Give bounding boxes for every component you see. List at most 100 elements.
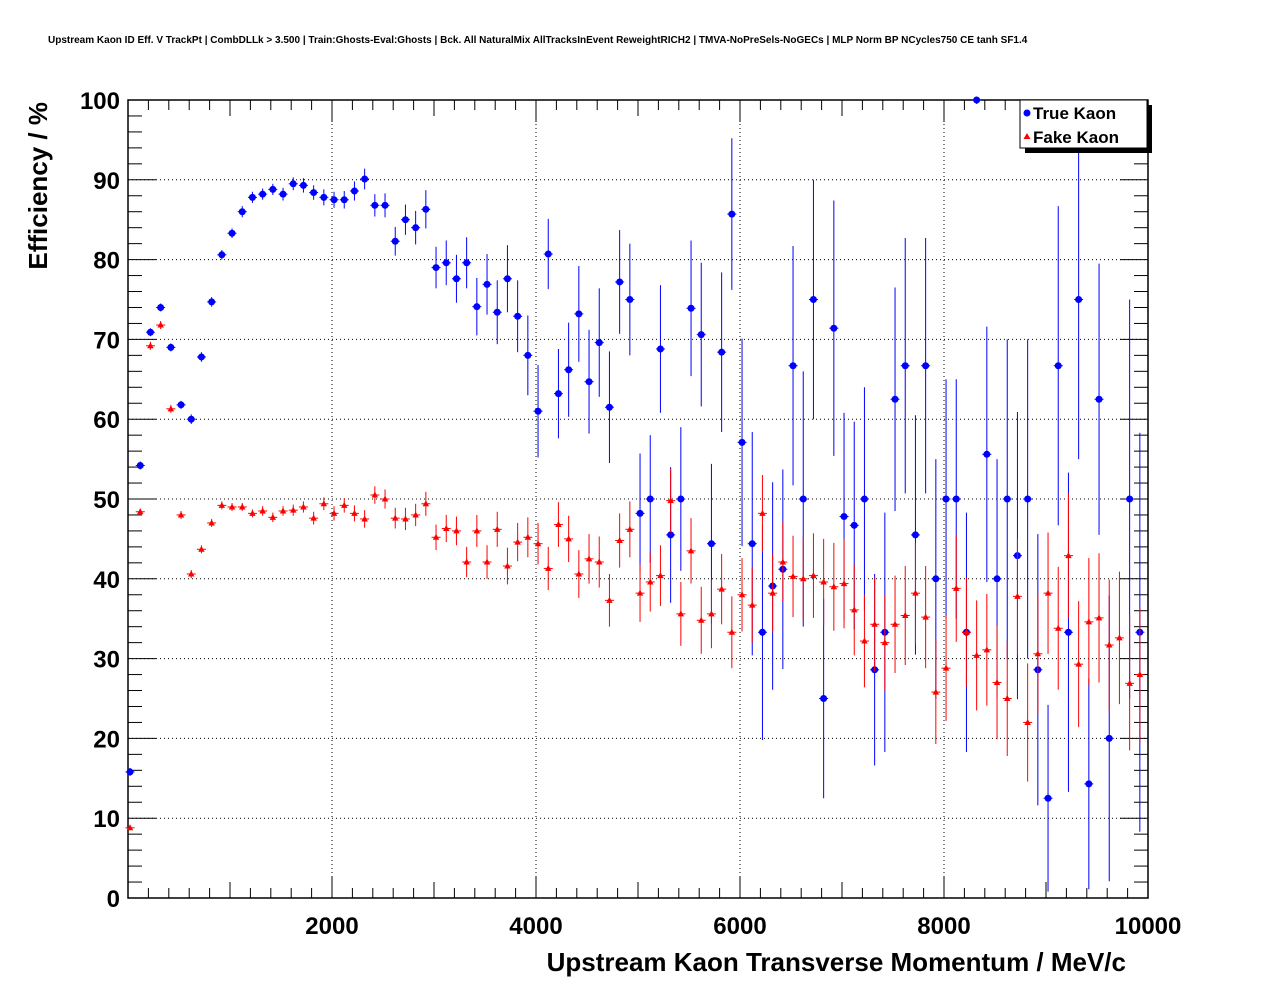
data-point [1033, 593, 1043, 714]
point-marker [1024, 718, 1031, 725]
point-marker [983, 450, 991, 458]
point-marker [687, 304, 695, 312]
data-point [1043, 704, 1053, 892]
point-marker [545, 564, 552, 571]
point-marker [453, 527, 460, 534]
data-point [247, 509, 257, 518]
data-point [390, 507, 400, 529]
point-marker [891, 620, 899, 627]
data-point [1002, 339, 1012, 659]
series-fake-kaon [125, 321, 1145, 831]
data-point [900, 238, 910, 494]
data-point [135, 508, 145, 515]
point-marker [136, 461, 144, 469]
point-marker [1003, 495, 1011, 503]
point-marker [126, 824, 134, 831]
series-true-kaon [125, 96, 1145, 892]
y-tick-label: 60 [93, 407, 120, 434]
data-point [594, 288, 604, 397]
data-point [156, 303, 166, 312]
point-marker [840, 580, 848, 587]
point-marker [534, 407, 542, 415]
point-marker [197, 353, 205, 361]
point-marker [616, 278, 624, 286]
data-point [217, 501, 227, 510]
point-marker [851, 606, 858, 613]
point-marker [1085, 618, 1093, 625]
point-marker [605, 403, 613, 411]
y-tick-labels: 0 10 20 30 40 50 60 70 80 90 100 [80, 88, 120, 913]
data-point [727, 596, 737, 669]
point-marker [973, 96, 981, 104]
data-point [819, 598, 829, 799]
legend: True Kaon Fake Kaon [1019, 99, 1152, 153]
point-marker [616, 536, 623, 543]
point-marker [1116, 634, 1123, 641]
data-point [839, 538, 849, 629]
point-marker [228, 503, 236, 510]
data-point [1104, 579, 1114, 711]
data-point [462, 237, 472, 289]
x-tick-labels: 2000 4000 6000 8000 10000 [305, 913, 1181, 940]
data-point [482, 254, 492, 315]
point-marker [810, 572, 817, 579]
point-marker [514, 312, 522, 320]
x-axis-label: Upstream Kaon Transverse Momentum / MeV/… [547, 947, 1126, 977]
data-point [472, 514, 482, 547]
data-point [982, 593, 992, 706]
point-marker [1105, 734, 1113, 742]
point-marker [595, 339, 603, 347]
point-marker [157, 303, 165, 311]
data-point [186, 570, 196, 579]
data-point [247, 191, 257, 203]
data-point [584, 329, 594, 434]
point-marker [606, 596, 613, 603]
point-marker [1106, 641, 1113, 648]
point-marker [953, 584, 960, 591]
data-point [207, 297, 217, 307]
point-marker [279, 507, 287, 514]
point-marker [973, 651, 980, 658]
point-marker [279, 190, 287, 198]
point-marker [412, 511, 419, 518]
data-point [829, 200, 839, 456]
data-point [819, 538, 829, 626]
point-marker [167, 343, 175, 351]
point-marker [697, 331, 705, 339]
y-tick-label: 0 [107, 886, 120, 913]
data-point [360, 168, 370, 190]
point-marker [432, 533, 440, 540]
point-marker [759, 509, 766, 516]
point-marker [636, 509, 644, 517]
point-marker [290, 506, 297, 513]
point-marker [177, 511, 185, 518]
data-point [676, 427, 686, 571]
point-marker [534, 540, 542, 547]
data-point [737, 338, 747, 547]
point-marker [707, 540, 715, 548]
data-point [859, 594, 869, 688]
data-point [451, 254, 461, 303]
point-marker [1055, 624, 1062, 631]
data-point [441, 240, 451, 286]
data-point [553, 502, 563, 547]
point-marker [993, 575, 1001, 583]
data-point [655, 545, 665, 606]
point-marker [361, 175, 369, 183]
point-marker [300, 503, 307, 510]
data-point [237, 206, 247, 218]
point-marker [412, 224, 420, 232]
point-marker [891, 395, 899, 403]
point-marker [259, 507, 266, 514]
data-point [798, 537, 808, 621]
point-marker [391, 237, 399, 245]
data-point [686, 518, 696, 584]
data-point [472, 277, 482, 336]
data-point [339, 498, 349, 513]
data-point [564, 322, 574, 417]
data-point [655, 285, 665, 413]
data-point [370, 194, 380, 217]
point-marker [310, 514, 317, 521]
data-point [717, 554, 727, 625]
point-marker [779, 558, 787, 565]
